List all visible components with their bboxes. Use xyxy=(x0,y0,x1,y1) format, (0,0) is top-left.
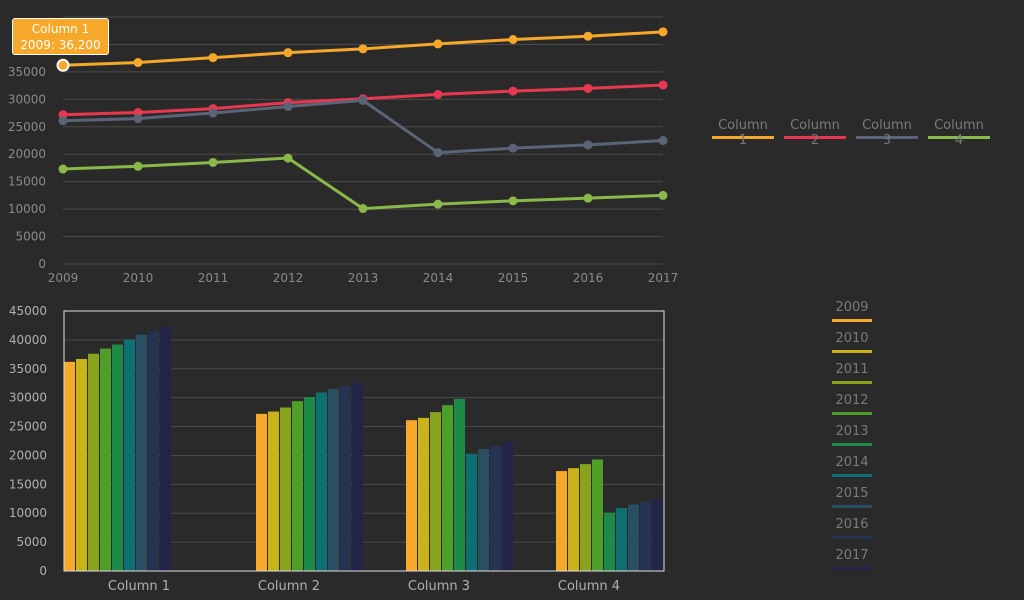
data-point[interactable] xyxy=(58,116,68,126)
legend-item[interactable]: 2011 xyxy=(830,362,874,393)
data-point[interactable] xyxy=(283,48,293,58)
legend-swatch xyxy=(712,136,774,139)
legend-item[interactable]: Column 4 xyxy=(928,118,990,148)
data-point[interactable] xyxy=(508,86,518,96)
y-tick-label: 5000 xyxy=(15,230,46,244)
x-tick-label: 2016 xyxy=(573,271,604,285)
data-point[interactable] xyxy=(208,157,218,167)
data-point[interactable] xyxy=(208,108,218,118)
legend-label: 2010 xyxy=(835,331,869,346)
y-tick-label: 0 xyxy=(38,257,46,271)
legend-item[interactable]: 2015 xyxy=(830,486,874,517)
legend-swatch xyxy=(832,350,872,353)
legend-label: 2012 xyxy=(835,393,869,408)
line-chart-y-ticks: 0 5000 10000 15000 20000 25000 30000 35000 xyxy=(8,65,46,271)
data-point[interactable] xyxy=(583,83,593,93)
legend-item[interactable]: Column 1 xyxy=(712,118,774,148)
legend-label: Column 1 xyxy=(718,118,768,148)
legend-item[interactable]: Column 3 xyxy=(856,118,918,148)
legend-swatch xyxy=(928,136,990,139)
legend-label: 2015 xyxy=(835,486,869,501)
data-point[interactable] xyxy=(133,161,143,171)
y-tick-label: 15000 xyxy=(8,175,46,189)
legend-item[interactable]: 2010 xyxy=(830,331,874,362)
x-tick-label: 2015 xyxy=(498,271,529,285)
legend-swatch xyxy=(832,474,872,477)
bar-chart-legend: 2009 2010 2011 2012 2013 2014 2015 2016 2017 xyxy=(830,300,874,579)
data-point[interactable] xyxy=(133,58,143,68)
legend-swatch xyxy=(856,136,918,139)
data-point[interactable] xyxy=(583,31,593,41)
legend-item[interactable]: 2017 xyxy=(830,548,874,579)
y-tick-label: 35000 xyxy=(8,65,46,79)
data-point[interactable] xyxy=(658,136,668,145)
data-point[interactable] xyxy=(508,196,518,206)
legend-label: 2014 xyxy=(835,455,869,470)
y-tick-label: 10000 xyxy=(8,202,46,216)
legend-item[interactable]: 2014 xyxy=(830,455,874,486)
data-point[interactable] xyxy=(433,39,443,49)
legend-label: Column 3 xyxy=(862,118,912,148)
data-point[interactable] xyxy=(358,95,368,105)
legend-item[interactable]: Column 2 xyxy=(784,118,846,148)
data-point[interactable] xyxy=(433,199,443,209)
x-tick-label: 2013 xyxy=(348,271,379,285)
line-chart-grid xyxy=(63,16,663,265)
data-point[interactable] xyxy=(358,204,368,214)
legend-item[interactable]: 2009 xyxy=(830,300,874,331)
legend-label: 2013 xyxy=(835,424,869,439)
data-point[interactable] xyxy=(133,114,143,124)
legend-item[interactable]: 2016 xyxy=(830,517,874,548)
line-chart-x-ticks: 2009 2010 2011 2012 2013 2014 2015 2016 2017 xyxy=(48,271,679,285)
line-chart-legend: Column 1 Column 2 Column 3 Column 4 xyxy=(712,118,990,148)
legend-swatch xyxy=(784,136,846,139)
data-point[interactable] xyxy=(583,140,593,150)
legend-label: 2011 xyxy=(835,362,869,377)
legend-label: Column 4 xyxy=(934,118,984,148)
x-tick-label: 2014 xyxy=(423,271,454,285)
x-tick-label: 2012 xyxy=(273,271,304,285)
data-point[interactable] xyxy=(58,164,68,174)
data-tooltip: Column 1 2009: 36,200 xyxy=(12,18,109,55)
legend-swatch xyxy=(832,443,872,446)
data-point[interactable] xyxy=(658,190,668,200)
data-point[interactable] xyxy=(433,148,443,158)
data-point[interactable] xyxy=(583,193,593,203)
data-point[interactable] xyxy=(208,53,218,63)
legend-swatch xyxy=(832,505,872,508)
data-point[interactable] xyxy=(508,35,518,45)
tooltip-title: Column 1 xyxy=(31,22,90,36)
series-line xyxy=(62,156,664,211)
legend-swatch xyxy=(832,536,872,539)
data-point[interactable] xyxy=(658,27,668,37)
legend-item[interactable]: 2012 xyxy=(830,393,874,424)
y-tick-label: 20000 xyxy=(8,147,46,161)
highlighted-point[interactable] xyxy=(56,58,70,72)
legend-swatch xyxy=(832,381,872,384)
x-tick-label: 2009 xyxy=(48,271,79,285)
legend-swatch xyxy=(832,319,872,322)
data-point[interactable] xyxy=(433,89,443,99)
data-point[interactable] xyxy=(283,153,293,163)
legend-label: 2016 xyxy=(835,517,869,532)
legend-label: Column 2 xyxy=(790,118,840,148)
legend-swatch xyxy=(832,567,872,570)
data-point[interactable] xyxy=(283,101,293,111)
data-point[interactable] xyxy=(358,44,368,54)
data-point[interactable] xyxy=(658,80,668,90)
y-tick-label: 30000 xyxy=(8,92,46,106)
legend-label: 2009 xyxy=(835,300,869,315)
x-tick-label: 2011 xyxy=(198,271,229,285)
legend-label: 2017 xyxy=(835,548,869,563)
tooltip-text: 2009: 36,200 xyxy=(20,38,101,52)
y-tick-label: 25000 xyxy=(8,120,46,134)
x-tick-label: 2017 xyxy=(648,271,679,285)
data-point[interactable] xyxy=(508,143,518,153)
legend-swatch xyxy=(832,412,872,415)
legend-item[interactable]: 2013 xyxy=(830,424,874,455)
x-tick-label: 2010 xyxy=(123,271,154,285)
line-chart-series xyxy=(56,27,668,214)
